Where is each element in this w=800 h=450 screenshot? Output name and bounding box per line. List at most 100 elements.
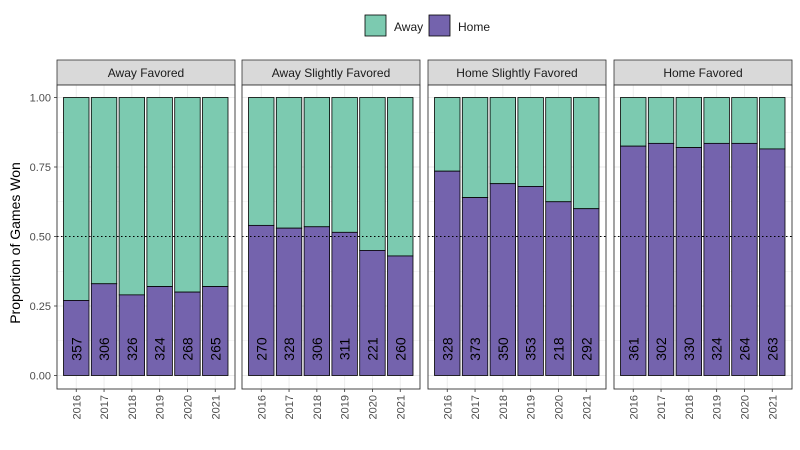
x-tick-label-home-slightly-favored-2018: 2018 <box>498 395 510 419</box>
bar-away-home-slightly-favored-2016 <box>434 97 461 172</box>
x-tick-label-home-favored-2017: 2017 <box>656 395 668 419</box>
facet-title-away-slightly-favored: Away Slightly Favored <box>272 66 391 80</box>
facet-title-home-slightly-favored: Home Slightly Favored <box>456 66 577 80</box>
count-label-away-favored-2016: 357 <box>68 337 84 361</box>
x-tick-label-away-slightly-favored-2016: 2016 <box>256 395 268 419</box>
count-label-away-favored-2019: 324 <box>152 337 168 361</box>
count-label-away-slightly-favored-2020: 221 <box>364 337 380 361</box>
count-label-away-slightly-favored-2018: 306 <box>309 337 325 361</box>
bar-away-away-favored-2017 <box>90 97 118 285</box>
bar-away-away-slightly-favored-2020 <box>359 97 386 251</box>
bar-home-home-slightly-favored-2017 <box>461 197 489 376</box>
bar-home-away-favored-2021 <box>202 286 229 376</box>
x-tick-label-away-favored-2018: 2018 <box>127 395 139 419</box>
count-label-away-favored-2021: 265 <box>207 337 223 361</box>
facet-strip-home-slightly-favored <box>427 59 607 86</box>
facet-strip-away-slightly-favored <box>241 59 421 86</box>
x-tick-label-away-favored-2021: 2021 <box>210 395 222 419</box>
y-tick-label: 0.25 <box>30 301 51 313</box>
bar-home-away-slightly-favored-2020 <box>359 249 386 376</box>
count-label-away-slightly-favored-2021: 260 <box>392 337 408 361</box>
bar-away-home-slightly-favored-2018 <box>489 97 517 185</box>
bar-away-away-favored-2019 <box>146 97 173 287</box>
x-tick-label-away-favored-2020: 2020 <box>182 395 194 419</box>
count-label-home-favored-2020: 264 <box>736 337 752 361</box>
count-label-home-slightly-favored-2021: 292 <box>578 337 594 361</box>
x-tick-label-home-favored-2016: 2016 <box>628 395 640 419</box>
bar-away-home-slightly-favored-2020 <box>545 97 572 203</box>
bar-home-away-slightly-favored-2019 <box>331 231 358 376</box>
bar-away-away-slightly-favored-2019 <box>331 97 358 233</box>
bar-home-away-favored-2018 <box>118 294 145 376</box>
bar-home-away-favored-2016 <box>63 300 90 376</box>
bar-away-home-favored-2016 <box>620 97 647 147</box>
count-label-home-favored-2018: 330 <box>681 337 697 361</box>
y-tick-label: 0.75 <box>30 162 51 174</box>
x-tick-label-away-slightly-favored-2021: 2021 <box>395 395 407 419</box>
facet-strip-home-favored <box>613 59 793 86</box>
panel-border-home-favored <box>613 84 793 390</box>
bar-home-home-favored-2018 <box>675 147 702 376</box>
x-tick-label-home-slightly-favored-2016: 2016 <box>442 395 454 419</box>
x-tick-label-home-favored-2020: 2020 <box>739 395 751 419</box>
bar-away-away-favored-2018 <box>118 97 145 296</box>
bar-away-away-slightly-favored-2017 <box>275 97 303 229</box>
bar-home-home-slightly-favored-2019 <box>517 186 544 376</box>
bar-home-home-favored-2021 <box>759 148 786 376</box>
bar-away-away-slightly-favored-2021 <box>387 97 414 257</box>
x-tick-label-home-favored-2019: 2019 <box>712 395 724 419</box>
panel-border-away-favored <box>56 84 236 390</box>
x-tick-label-away-slightly-favored-2019: 2019 <box>340 395 352 419</box>
y-tick-label: 1.00 <box>30 93 51 105</box>
bar-home-away-favored-2017 <box>90 283 118 376</box>
x-tick-label-home-favored-2021: 2021 <box>767 395 779 419</box>
bar-home-away-slightly-favored-2021 <box>387 255 414 376</box>
bar-home-away-favored-2020 <box>174 291 201 376</box>
bar-away-away-slightly-favored-2016 <box>248 97 275 226</box>
bar-away-home-favored-2019 <box>703 97 730 144</box>
bar-away-home-favored-2018 <box>675 97 702 148</box>
count-label-home-slightly-favored-2017: 373 <box>467 337 483 361</box>
legend-label-away: Away <box>394 20 423 34</box>
facet-strip-away-favored <box>56 59 236 86</box>
legend-label-home: Home <box>458 20 490 34</box>
count-label-away-slightly-favored-2017: 328 <box>281 337 297 361</box>
count-label-home-favored-2019: 324 <box>709 337 725 361</box>
bar-home-home-favored-2016 <box>620 145 647 376</box>
count-label-away-favored-2018: 326 <box>124 337 140 361</box>
x-tick-label-home-slightly-favored-2020: 2020 <box>553 395 565 419</box>
count-label-home-favored-2017: 302 <box>653 337 669 361</box>
x-tick-label-home-slightly-favored-2019: 2019 <box>526 395 538 419</box>
count-label-away-slightly-favored-2016: 270 <box>253 337 269 361</box>
facet-title-away-favored: Away Favored <box>108 66 184 80</box>
bar-home-home-favored-2019 <box>703 142 730 376</box>
x-tick-label-away-slightly-favored-2017: 2017 <box>284 395 296 419</box>
count-label-home-slightly-favored-2018: 350 <box>495 337 511 361</box>
count-label-home-slightly-favored-2020: 218 <box>550 337 566 361</box>
count-label-home-slightly-favored-2019: 353 <box>523 337 539 361</box>
bar-home-home-slightly-favored-2020 <box>545 201 572 376</box>
y-axis-title: Proportion of Games Won <box>7 162 23 324</box>
legend-key-home <box>428 14 451 37</box>
bar-away-home-slightly-favored-2017 <box>461 97 489 198</box>
x-tick-label-home-slightly-favored-2021: 2021 <box>581 395 593 419</box>
bar-away-home-favored-2021 <box>759 97 786 150</box>
x-tick-label-away-slightly-favored-2020: 2020 <box>367 395 379 419</box>
x-tick-label-away-favored-2016: 2016 <box>71 395 83 419</box>
bar-home-away-slightly-favored-2017 <box>275 227 303 376</box>
count-label-home-favored-2021: 263 <box>764 337 780 361</box>
bar-home-home-slightly-favored-2018 <box>489 183 517 376</box>
x-tick-label-home-slightly-favored-2017: 2017 <box>470 395 482 419</box>
x-tick-label-away-favored-2019: 2019 <box>155 395 167 419</box>
x-tick-label-away-favored-2017: 2017 <box>99 395 111 419</box>
bar-home-home-slightly-favored-2021 <box>573 208 600 376</box>
bar-home-away-slightly-favored-2016 <box>248 224 275 376</box>
panel-border-away-slightly-favored <box>241 84 421 390</box>
bar-home-away-slightly-favored-2018 <box>303 226 331 376</box>
facet-title-home-favored: Home Favored <box>663 66 742 80</box>
bar-home-home-slightly-favored-2016 <box>434 170 461 376</box>
x-tick-label-home-favored-2018: 2018 <box>684 395 696 419</box>
bar-away-home-favored-2020 <box>731 97 758 144</box>
count-label-home-slightly-favored-2016: 328 <box>439 337 455 361</box>
